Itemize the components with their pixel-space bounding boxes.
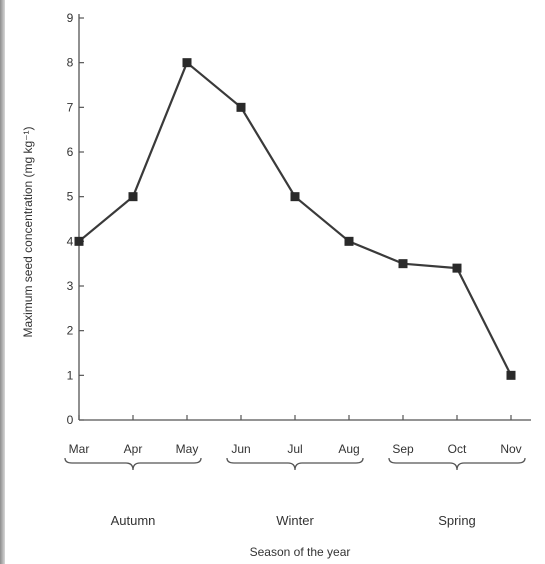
data-points [74,58,516,380]
season-bracket [388,457,526,471]
data-point-marker [344,236,354,246]
x-tick-label: Aug [338,442,359,456]
y-tick-label: 4 [67,234,74,248]
page-edge-shadow [0,0,5,564]
y-tick-label: 5 [67,190,74,204]
data-point-marker [182,58,192,68]
y-tick-label: 8 [67,56,74,70]
season-label: Winter [276,513,314,528]
data-point-marker [236,102,246,112]
data-point-marker [452,263,462,273]
season-label: Spring [438,513,476,528]
data-point-marker [290,192,300,202]
x-axis-label: Season of the year [250,545,351,559]
y-ticks: 0 1 2 3 4 5 6 7 8 9 [67,11,84,427]
y-tick-label: 6 [67,145,74,159]
y-axis-label: Maximum seed concentration (mg kg⁻¹) [21,126,35,337]
data-point-marker [74,236,84,246]
x-tick-label: Mar [69,442,90,456]
axes [78,14,531,421]
x-tick-label: Oct [448,442,467,456]
season-groups: Autumn Winter Spring [64,457,526,528]
data-point-marker [398,259,408,269]
season-bracket [64,457,202,471]
data-point-marker [506,370,516,380]
series-line-path [78,61,512,376]
x-tick-label: Jul [287,442,302,456]
y-tick-label: 2 [67,324,74,338]
y-tick-label: 7 [67,100,74,114]
y-tick-label: 3 [67,279,74,293]
x-tick-label: May [176,442,199,456]
x-tick-label: Jun [231,442,250,456]
x-ticks: Mar Apr May Jun Jul Aug Sep Oct Nov [69,415,522,456]
y-tick-label: 0 [67,413,74,427]
x-tick-label: Sep [392,442,414,456]
y-tick-label: 1 [67,368,74,382]
series-line [78,61,512,376]
y-tick-label: 9 [67,11,74,25]
season-bracket [226,457,364,471]
x-tick-label: Apr [124,442,143,456]
x-tick-label: Nov [500,442,521,456]
season-label: Autumn [111,513,156,528]
data-point-marker [128,192,138,202]
